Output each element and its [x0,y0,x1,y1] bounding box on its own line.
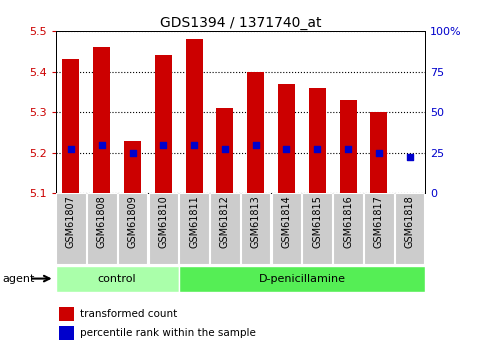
Point [313,146,321,151]
Bar [62,59,79,193]
Text: GSM61810: GSM61810 [158,195,168,248]
Text: GSM61811: GSM61811 [189,195,199,248]
Point [190,142,198,147]
Text: GSM61812: GSM61812 [220,195,230,248]
Bar [210,193,240,264]
Point [98,142,106,147]
Bar [272,193,301,264]
Point [283,146,290,151]
Text: GSM61816: GSM61816 [343,195,353,248]
Text: transformed count: transformed count [80,309,177,319]
Point [67,146,75,151]
Bar [395,193,425,264]
Point [159,142,167,147]
Point [375,150,383,155]
Point [406,154,413,159]
Text: GSM61818: GSM61818 [405,195,414,248]
Text: GSM61808: GSM61808 [97,195,107,248]
Bar [302,193,332,264]
Point [344,146,352,151]
Bar [93,47,110,193]
Bar [87,193,116,264]
Point [221,146,229,151]
Text: GSM61814: GSM61814 [282,195,291,248]
Text: percentile rank within the sample: percentile rank within the sample [80,328,256,338]
Bar [59,326,74,339]
Bar [364,193,394,264]
Bar [118,193,147,264]
Bar [124,140,141,193]
Title: GDS1394 / 1371740_at: GDS1394 / 1371740_at [159,16,321,30]
Text: D-penicillamine: D-penicillamine [258,274,345,284]
Bar [149,193,178,264]
Bar [309,88,326,193]
Bar [56,266,179,292]
Text: agent: agent [2,274,35,284]
Bar [179,266,425,292]
Bar [370,112,387,193]
Bar [241,193,270,264]
Bar [278,84,295,193]
Text: GSM61817: GSM61817 [374,195,384,248]
Text: GSM61807: GSM61807 [66,195,76,248]
Bar [340,100,356,193]
Text: GSM61813: GSM61813 [251,195,261,248]
Bar [56,193,85,264]
Bar [59,307,74,321]
Bar [155,55,172,193]
Bar [216,108,233,193]
Bar [185,39,202,193]
Point [252,142,259,147]
Text: GSM61809: GSM61809 [128,195,138,248]
Text: GSM61815: GSM61815 [313,195,322,248]
Bar [247,71,264,193]
Bar [333,193,363,264]
Text: control: control [98,274,136,284]
Point [128,150,136,155]
Bar [179,193,209,264]
